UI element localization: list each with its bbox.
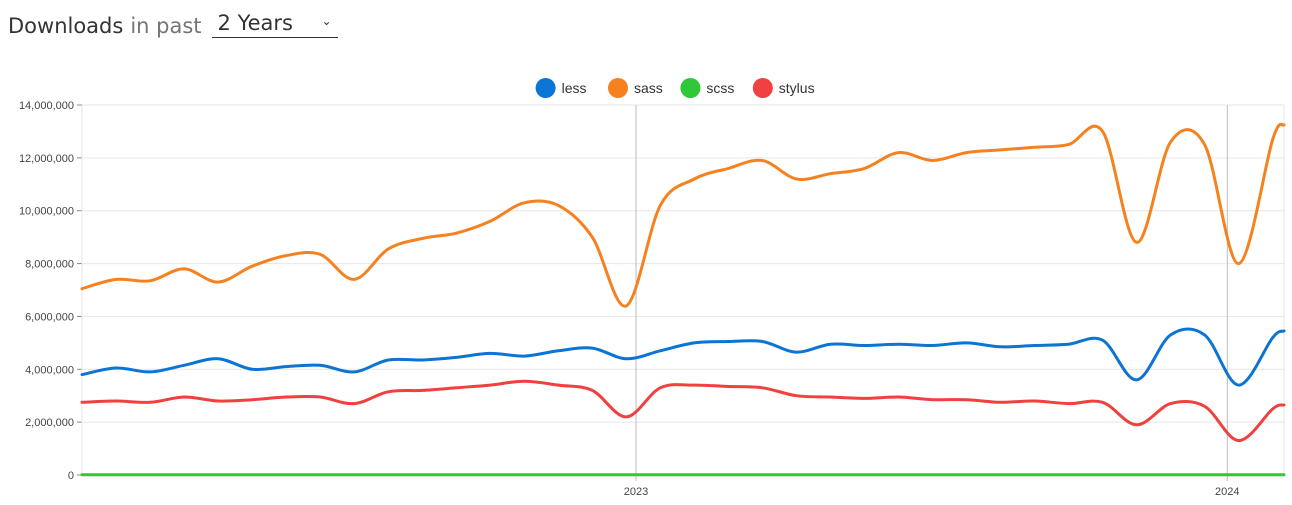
y-tick-label: 14,000,000 xyxy=(19,100,74,112)
legend-marker-scss[interactable] xyxy=(680,78,701,98)
downloads-title: Downloads xyxy=(8,14,124,38)
header: Downloads in past 2 Years ⌄ xyxy=(8,4,338,38)
period-select[interactable]: 2 Years ⌄ xyxy=(211,8,338,38)
series-line-stylus xyxy=(80,379,1286,443)
chevron-down-icon: ⌄ xyxy=(321,13,332,28)
period-value: 2 Years xyxy=(217,10,293,35)
legend-marker-sass[interactable] xyxy=(608,78,628,98)
y-tick-label: 12,000,000 xyxy=(19,153,74,165)
y-tick-label: 8,000,000 xyxy=(25,259,74,271)
axes: 0 2,000,000 4,000,000 6,000,000 8,000,000 10,… xyxy=(19,100,1285,498)
y-tick-label: 6,000,000 xyxy=(25,311,74,323)
legend[interactable]: less sass scss stylus xyxy=(535,78,815,98)
x-tick-label: 2024 xyxy=(1215,486,1239,498)
legend-label-less[interactable]: less xyxy=(562,80,587,96)
legend-marker-stylus[interactable] xyxy=(752,78,773,98)
legend-marker-less[interactable] xyxy=(535,78,556,98)
series-line-less xyxy=(80,327,1286,387)
legend-label-stylus[interactable]: stylus xyxy=(779,80,815,96)
legend-label-scss[interactable]: scss xyxy=(706,80,734,96)
x-tick-label: 2023 xyxy=(624,486,648,498)
series-lines xyxy=(80,122,1286,477)
y-tick-label: 4,000,000 xyxy=(25,364,74,376)
y-tick-label: 2,000,000 xyxy=(25,417,74,429)
y-tick-label: 0 xyxy=(68,470,74,482)
downloads-subtitle: in past xyxy=(130,14,202,38)
series-line-sass xyxy=(80,122,1286,308)
legend-label-sass[interactable]: sass xyxy=(634,80,663,96)
y-tick-label: 10,000,000 xyxy=(19,206,74,218)
grid-lines xyxy=(82,104,1284,481)
